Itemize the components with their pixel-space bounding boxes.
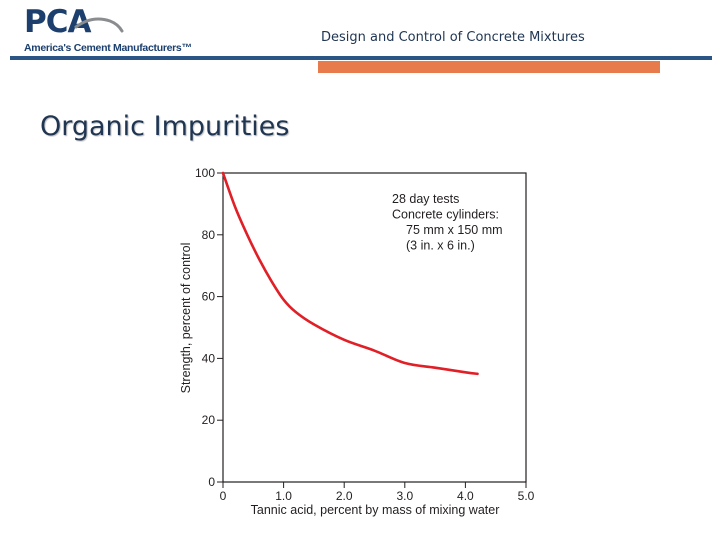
logo-text: PCA <box>24 4 91 40</box>
annotation-line: (3 in. x 6 in.) <box>406 239 475 253</box>
y-tick-label: 40 <box>202 351 216 365</box>
strength-curve <box>221 171 479 376</box>
annotation-line: 28 day tests <box>392 192 459 206</box>
y-tick-label: 80 <box>202 228 216 242</box>
x-axis-label: Tannic acid, percent by mass of mixing w… <box>251 503 500 517</box>
x-tick-label: 2.0 <box>336 489 353 503</box>
x-tick-label: 3.0 <box>396 489 413 503</box>
y-tick-label: 20 <box>202 413 216 427</box>
y-tick-label: 100 <box>195 166 215 180</box>
logo-swoosh-icon <box>74 17 124 33</box>
annotation-line: Concrete cylinders: <box>392 208 499 222</box>
plot-border <box>222 172 527 483</box>
y-tick-label: 60 <box>202 290 216 304</box>
annotation-line: 75 mm x 150 mm <box>406 223 503 237</box>
deck-title: Design and Control of Concrete Mixtures <box>321 30 585 45</box>
y-tick-label: 0 <box>208 475 215 489</box>
x-tick-label: 0 <box>220 489 227 503</box>
pca-logo: PCA America's Cement Manufacturers™ <box>24 4 194 56</box>
y-axis-label: Strength, percent of control <box>179 243 193 394</box>
x-tick-label: 1.0 <box>275 489 292 503</box>
strength-chart: 0 20 40 60 80 100 0 1.0 2.0 3.0 4.0 5.0 28 day tes… <box>179 166 535 517</box>
x-tick-label: 5.0 <box>518 489 535 503</box>
slide-title: Organic Impurities <box>40 111 290 142</box>
header-accent-bar <box>318 61 660 73</box>
x-tick-label: 4.0 <box>457 489 474 503</box>
header-rule <box>10 56 712 60</box>
logo-tagline: America's Cement Manufacturers™ <box>24 42 192 54</box>
